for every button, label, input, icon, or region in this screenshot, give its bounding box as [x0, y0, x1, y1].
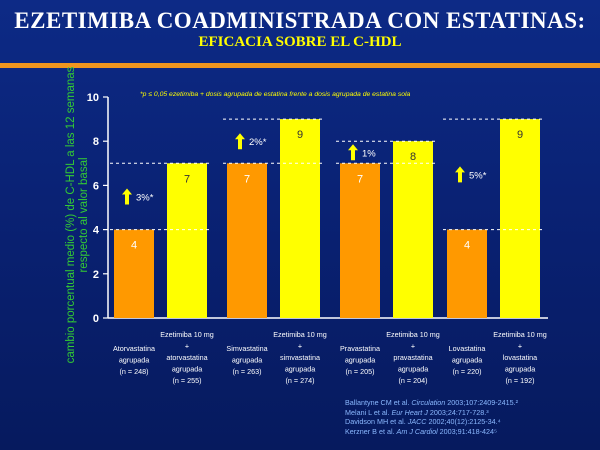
bar — [340, 163, 380, 318]
category-label: (n = 263) — [233, 367, 262, 376]
page-subtitle: EFICACIA SOBRE EL C-HDL — [198, 34, 402, 50]
category-label: (n = 204) — [399, 376, 428, 385]
category-label: Lovastatina — [449, 344, 486, 353]
reference-journal: Am J Cardiol — [396, 426, 438, 436]
reference-details: 2003;107:2409-2415.² — [445, 398, 519, 407]
category-label: agrupada — [345, 356, 375, 365]
reference-journal: Circulation — [411, 398, 446, 407]
category-label: lovastatina — [503, 353, 537, 362]
category-label: (n = 205) — [346, 367, 375, 376]
category-label: + — [518, 342, 522, 351]
title-divider — [0, 63, 600, 68]
category-label: agrupada — [172, 365, 202, 374]
reference-item: Melani L et al. Eur Heart J 2003;24:717-… — [345, 408, 595, 418]
bar-value-label: 7 — [244, 173, 250, 185]
category-label: agrupada — [232, 356, 262, 365]
reference-item: Kerzner B et al. Am J Cardiol 2003;91:41… — [345, 427, 595, 437]
y-tick-label: 10 — [87, 92, 99, 104]
reference-item: Ballantyne CM et al. Circulation 2003;10… — [345, 398, 595, 408]
bar — [227, 163, 267, 318]
category-label: (n = 248) — [120, 367, 149, 376]
chart-footnote: *p ≤ 0,05 ezetimiba + dosis agrupada de … — [140, 91, 411, 98]
reference-details: 2003;24:717-728.³ — [427, 407, 489, 417]
reference-authors: Melani L et al. — [345, 407, 392, 417]
category-label: Simvastatina — [226, 344, 267, 353]
y-tick-label: 2 — [93, 269, 99, 281]
reference-details: 2003;91:418-424⁵ — [437, 426, 498, 436]
category-label: Ezetimiba 10 mg — [386, 330, 440, 339]
difference-label: 3%* — [136, 192, 154, 203]
category-label: agrupada — [285, 365, 315, 374]
reference-authors: Kerzner B et al. — [345, 426, 397, 436]
up-arrow-icon — [235, 133, 245, 150]
difference-label: 2%* — [249, 137, 267, 148]
category-label: agrupada — [505, 365, 535, 374]
bar-value-label: 9 — [517, 129, 523, 141]
bar-value-label: 8 — [410, 151, 416, 163]
category-label: Ezetimiba 10 mg — [493, 330, 547, 339]
reference-authors: Davidson MH et al. — [345, 417, 408, 426]
category-label: (n = 274) — [286, 376, 315, 385]
category-label: Ezetimiba 10 mg — [273, 330, 327, 339]
reference-authors: Ballantyne CM et al. — [345, 398, 412, 407]
category-label: agrupada — [119, 356, 149, 365]
category-label: atorvastatina — [166, 353, 207, 362]
y-tick-label: 4 — [93, 225, 100, 237]
bar — [447, 229, 487, 318]
bar-value-label: 7 — [184, 173, 190, 185]
reference-details: 2002;40(12):2125-34.⁴ — [426, 417, 501, 426]
category-label: Atorvastatina — [113, 344, 155, 353]
category-label: simvastatina — [280, 353, 320, 362]
category-label: Pravastatina — [340, 344, 380, 353]
references: Ballantyne CM et al. Circulation 2003;10… — [345, 398, 595, 436]
difference-label: 1% — [362, 148, 376, 159]
reference-journal: Eur Heart J — [391, 407, 428, 417]
bar-value-label: 4 — [131, 240, 137, 252]
bar — [500, 119, 540, 318]
category-label: (n = 220) — [453, 367, 482, 376]
category-label: + — [411, 342, 415, 351]
category-label: (n = 255) — [173, 376, 202, 385]
category-label: + — [185, 342, 189, 351]
up-arrow-icon — [122, 188, 132, 205]
reference-journal: JACC — [407, 417, 427, 426]
up-arrow-icon — [455, 166, 465, 183]
y-tick-label: 0 — [93, 313, 99, 325]
category-label: Ezetimiba 10 mg — [160, 330, 214, 339]
bar-value-label: 7 — [357, 173, 363, 185]
y-tick-label: 6 — [93, 180, 99, 192]
bar — [114, 229, 154, 318]
bar-value-label: 9 — [297, 129, 303, 141]
category-label: pravastatina — [393, 353, 432, 362]
bar-value-label: 4 — [464, 240, 470, 252]
y-tick-label: 8 — [93, 136, 99, 148]
page-title: EZETIMIBA COADMINISTRADA CON ESTATINAS: — [14, 8, 586, 33]
bar — [167, 163, 207, 318]
bar — [393, 141, 433, 318]
bar — [280, 119, 320, 318]
up-arrow-icon — [348, 144, 358, 161]
reference-item: Davidson MH et al. JACC 2002;40(12):2125… — [345, 417, 595, 427]
category-label: + — [298, 342, 302, 351]
category-label: agrupada — [398, 365, 428, 374]
category-label: agrupada — [452, 356, 482, 365]
difference-label: 5%* — [469, 170, 487, 181]
category-label: (n = 192) — [506, 376, 535, 385]
